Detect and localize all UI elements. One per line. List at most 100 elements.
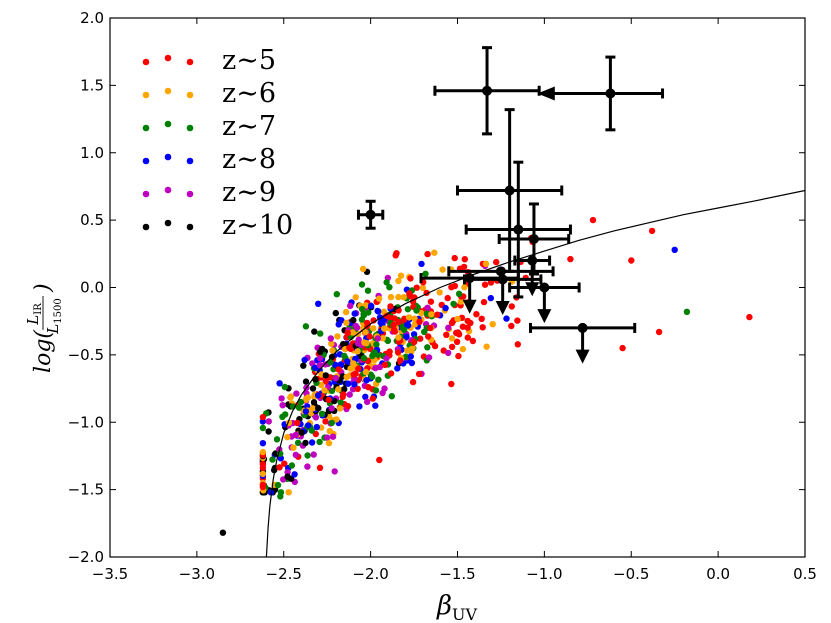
legend-marker <box>164 54 172 62</box>
data-point <box>374 335 381 342</box>
data-point <box>335 386 342 393</box>
data-point <box>384 337 392 345</box>
data-point <box>360 310 367 318</box>
data-point <box>390 321 397 329</box>
data-point <box>312 364 319 371</box>
x-tick-label: −3.5 <box>92 565 128 583</box>
y-tick-label: 0.0 <box>80 279 104 297</box>
data-point <box>269 456 276 463</box>
data-point <box>375 376 382 383</box>
data-point <box>358 316 366 323</box>
data-point <box>273 436 281 443</box>
data-point <box>480 298 488 306</box>
data-point <box>424 304 431 311</box>
measurement <box>497 202 571 276</box>
data-point <box>294 439 302 446</box>
data-point <box>277 493 284 500</box>
data-point <box>284 433 291 441</box>
data-point <box>375 295 383 302</box>
y-tick-label: −1.5 <box>68 481 104 499</box>
data-point <box>350 316 357 324</box>
data-point <box>333 416 340 423</box>
data-point <box>461 256 468 263</box>
data-point <box>302 408 310 415</box>
data-point <box>424 250 431 258</box>
data-point <box>451 254 458 262</box>
data-point <box>479 324 486 331</box>
y-axis-label-prefix: log( <box>31 330 56 373</box>
data-point <box>489 321 496 328</box>
data-point <box>335 366 342 373</box>
data-point <box>333 291 340 298</box>
data-point <box>439 266 446 273</box>
measurement-point <box>495 266 506 277</box>
data-point <box>259 413 267 421</box>
data-point <box>354 348 361 355</box>
legend-marker <box>142 91 150 99</box>
data-point <box>342 308 350 316</box>
data-point <box>365 384 372 391</box>
data-point <box>337 399 344 406</box>
data-point <box>372 402 379 409</box>
data-point <box>403 333 410 340</box>
data-point <box>408 359 416 367</box>
measurement-point <box>504 185 515 196</box>
data-point <box>304 463 311 470</box>
data-point <box>325 439 333 447</box>
y-axis-label: log( LIR L1500 ) <box>24 283 64 373</box>
y-tick-label: 2.0 <box>80 9 104 27</box>
data-point <box>363 340 370 347</box>
data-point <box>418 260 425 268</box>
data-point <box>317 348 324 356</box>
data-point <box>448 343 456 351</box>
data-point <box>363 319 371 327</box>
measurement-point <box>539 282 550 293</box>
data-point <box>360 355 368 362</box>
data-point <box>292 431 300 439</box>
data-point <box>325 396 332 404</box>
data-point <box>301 356 308 364</box>
measurement <box>462 274 543 316</box>
data-point <box>383 312 391 320</box>
data-point <box>434 311 441 318</box>
measurement-point <box>527 255 538 266</box>
data-point <box>311 328 318 335</box>
data-point <box>312 414 320 421</box>
data-point <box>259 470 267 478</box>
data-point <box>321 387 328 394</box>
data-point <box>671 246 678 253</box>
data-point <box>589 216 597 224</box>
data-point <box>374 307 381 315</box>
data-point <box>316 464 324 471</box>
data-point <box>373 341 380 348</box>
data-point <box>425 354 433 361</box>
y-tick-label: −2.0 <box>68 548 104 566</box>
legend-marker <box>142 124 150 132</box>
data-point <box>397 357 404 364</box>
data-point <box>265 428 272 435</box>
data-point <box>344 358 351 365</box>
legend-marker <box>142 190 150 198</box>
data-point <box>464 334 471 341</box>
scatter-points <box>219 216 753 536</box>
data-point <box>340 340 347 348</box>
data-point <box>285 489 292 496</box>
legend-marker <box>186 58 194 66</box>
measurement <box>447 266 555 277</box>
data-point <box>304 452 311 459</box>
data-point <box>483 343 490 350</box>
data-point <box>259 464 267 471</box>
data-point <box>404 347 411 354</box>
x-tick-label: 0.0 <box>706 565 730 583</box>
data-point <box>315 300 322 307</box>
data-point <box>350 360 357 367</box>
data-point <box>352 294 359 301</box>
data-point <box>313 423 320 431</box>
data-point <box>272 450 279 457</box>
data-point <box>514 317 521 324</box>
y-axis-label-den-sub: 1500 <box>53 298 64 323</box>
data-point <box>386 284 393 291</box>
data-point <box>473 311 480 318</box>
data-point <box>354 385 361 392</box>
